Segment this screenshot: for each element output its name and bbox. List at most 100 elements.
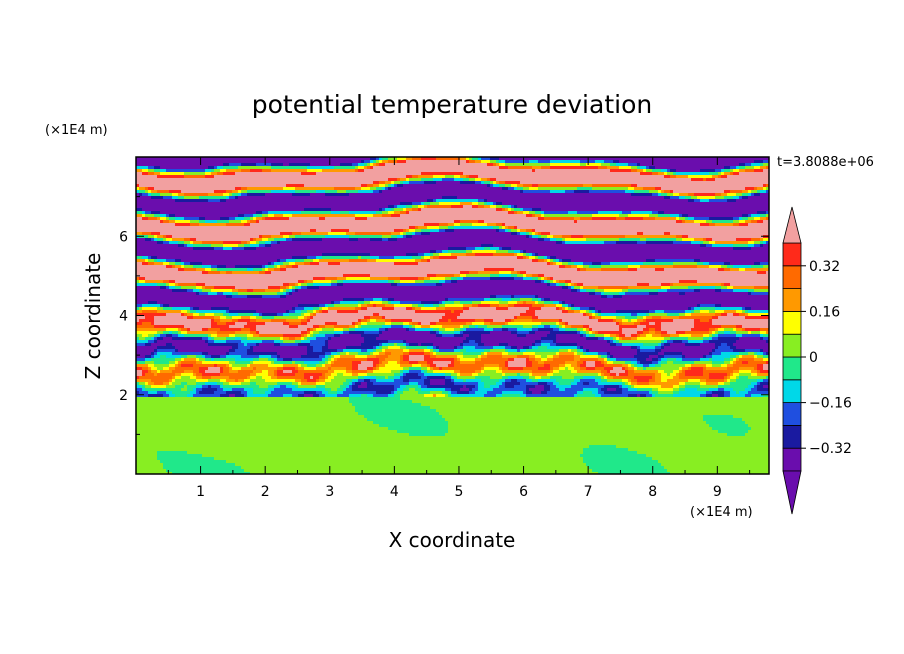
field-cell: [604, 202, 608, 206]
field-cell: [274, 163, 278, 167]
field-cell: [592, 193, 596, 197]
field-cell: [361, 205, 365, 209]
field-cell: [145, 160, 149, 164]
field-cell: [349, 178, 353, 182]
field-cell: [220, 190, 224, 194]
field-cell: [559, 175, 563, 179]
field-cell: [409, 193, 413, 197]
field-cell: [181, 226, 185, 230]
field-cell: [448, 199, 452, 203]
field-cell: [658, 181, 662, 185]
field-cell: [355, 217, 359, 221]
field-cell: [451, 202, 455, 206]
field-cell: [403, 202, 407, 206]
field-cell: [487, 223, 491, 227]
field-cell: [640, 169, 644, 173]
field-cell: [469, 223, 473, 227]
field-cell: [529, 163, 533, 167]
field-cell: [376, 175, 380, 179]
field-cell: [310, 187, 314, 191]
field-cell: [250, 223, 254, 227]
field-cell: [154, 193, 158, 197]
field-cell: [475, 166, 479, 170]
field-cell: [481, 205, 485, 209]
field-cell: [664, 205, 668, 209]
field-cell: [616, 217, 620, 221]
field-cell: [163, 193, 167, 197]
field-cell: [262, 211, 266, 215]
field-cell: [322, 208, 326, 212]
field-cell: [199, 193, 203, 197]
field-cell: [361, 217, 365, 221]
field-cell: [508, 175, 512, 179]
field-cell: [478, 199, 482, 203]
field-cell: [334, 226, 338, 230]
field-cell: [193, 211, 197, 215]
field-cell: [142, 181, 146, 185]
field-cell: [409, 169, 413, 173]
field-cell: [646, 181, 650, 185]
field-cell: [223, 220, 227, 224]
field-cell: [682, 208, 686, 212]
field-cell: [454, 193, 458, 197]
field-cell: [607, 178, 611, 182]
field-cell: [667, 211, 671, 215]
field-cell: [202, 190, 206, 194]
field-cell: [529, 160, 533, 164]
field-cell: [664, 199, 668, 203]
field-cell: [367, 223, 371, 227]
field-cell: [694, 214, 698, 218]
field-cell: [736, 211, 740, 215]
field-cell: [730, 214, 734, 218]
field-cell: [520, 223, 524, 227]
field-cell: [316, 190, 320, 194]
field-cell: [415, 175, 419, 179]
field-cell: [520, 160, 524, 164]
field-cell: [232, 220, 236, 224]
field-cell: [217, 214, 221, 218]
field-cell: [253, 175, 257, 179]
field-cell: [424, 190, 428, 194]
field-cell: [403, 163, 407, 167]
field-cell: [304, 187, 308, 191]
field-cell: [244, 223, 248, 227]
field-cell: [541, 160, 545, 164]
field-cell: [376, 217, 380, 221]
field-cell: [457, 226, 461, 230]
field-cell: [148, 169, 152, 173]
field-cell: [754, 196, 758, 200]
field-cell: [430, 163, 434, 167]
field-cell: [619, 163, 623, 167]
field-cell: [235, 166, 239, 170]
field-cell: [442, 217, 446, 221]
field-cell: [241, 217, 245, 221]
field-cell: [634, 169, 638, 173]
field-cell: [712, 160, 716, 164]
field-cell: [655, 163, 659, 167]
field-cell: [565, 214, 569, 218]
field-cell: [460, 202, 464, 206]
field-cell: [700, 217, 704, 221]
field-cell: [376, 169, 380, 173]
field-cell: [526, 166, 530, 170]
field-cell: [268, 193, 272, 197]
field-cell: [736, 187, 740, 191]
field-cell: [157, 178, 161, 182]
field-cell: [205, 169, 209, 173]
field-cell: [373, 199, 377, 203]
field-cell: [187, 193, 191, 197]
field-cell: [199, 166, 203, 170]
field-cell: [472, 220, 476, 224]
field-cell: [253, 205, 257, 209]
field-cell: [151, 226, 155, 230]
field-cell: [760, 193, 764, 197]
field-cell: [427, 223, 431, 227]
field-cell: [424, 184, 428, 188]
field-cell: [484, 205, 488, 209]
field-cell: [361, 214, 365, 218]
field-cell: [706, 187, 710, 191]
field-cell: [229, 199, 233, 203]
field-cell: [433, 187, 437, 191]
field-cell: [733, 169, 737, 173]
field-cell: [712, 202, 716, 206]
